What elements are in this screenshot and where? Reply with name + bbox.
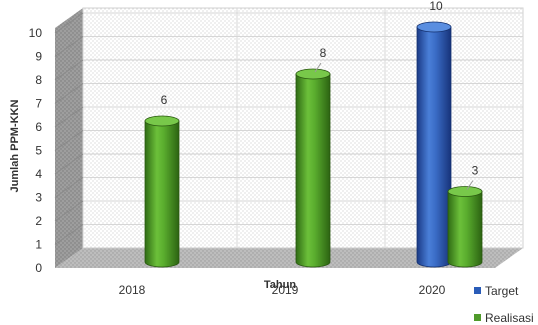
data-label: 8 (320, 46, 327, 60)
bar-body (144, 120, 180, 268)
bar-cap (295, 68, 331, 80)
bar-realisasi-2018 (144, 115, 180, 268)
legend-item-realisasi: Realisasi (474, 311, 534, 325)
y-axis-ticks: 0 1 2 3 4 5 6 7 8 9 10 (29, 26, 43, 275)
bar-body (295, 73, 331, 268)
legend-swatch-realisasi (474, 314, 481, 321)
y-tick-label: 6 (35, 120, 42, 134)
side-gridline (54, 106, 84, 128)
legend-label-realisasi: Realisasi (485, 311, 534, 325)
y-tick-label: 3 (35, 191, 42, 205)
bar-cap (144, 115, 180, 127)
data-label-leader (314, 62, 322, 73)
x-axis-ticks: 2018 2019 2020 (119, 283, 446, 297)
x-axis-title: Tahun (264, 279, 296, 291)
data-label: 6 (161, 93, 168, 107)
side-gridline (54, 177, 84, 198)
bar-target-2020 (416, 21, 452, 268)
data-label: 10 (429, 0, 443, 13)
y-tick-label: 1 (35, 238, 42, 252)
y-tick-label: 0 (35, 261, 42, 275)
side-gridline (54, 12, 84, 34)
bar-cap (447, 186, 483, 197)
data-label-leader (466, 180, 474, 190)
bar-body (447, 191, 483, 268)
x-tick-label: 2018 (119, 283, 146, 297)
side-gridline (54, 36, 84, 57)
y-axis-title: Jumlah PPM-KKN (9, 99, 21, 192)
y-tick-label: 5 (35, 144, 42, 158)
x-tick-label: 2019 (272, 283, 299, 297)
side-gridline (54, 200, 84, 222)
data-label: 3 (472, 164, 479, 178)
bar-cap (416, 21, 452, 33)
side-gridline (54, 130, 84, 151)
side-gridline (54, 59, 84, 81)
side-gridline (54, 153, 84, 175)
legend-swatch-target (474, 287, 481, 294)
data-labels: 6 8 10 3 (161, 0, 479, 190)
bar-realisasi-2019 (295, 68, 331, 268)
x-tick-label: 2020 (419, 283, 446, 297)
y-tick-label: 2 (35, 214, 42, 228)
y-tick-label: 4 (35, 167, 42, 181)
y-tick-label: 10 (29, 26, 43, 40)
legend-item-target: Target (474, 284, 519, 298)
side-gridline (54, 83, 84, 104)
y-tick-label: 9 (35, 50, 42, 64)
chart-side-wall (55, 8, 83, 268)
bar-body (416, 26, 452, 268)
legend-label-target: Target (485, 284, 519, 298)
y-tick-label: 8 (35, 73, 42, 87)
bar-realisasi-2020 (447, 186, 483, 268)
legend: Target Realisasi (474, 284, 534, 325)
bars (144, 21, 483, 268)
y-tick-label: 7 (35, 97, 42, 111)
side-gridline (54, 224, 84, 245)
